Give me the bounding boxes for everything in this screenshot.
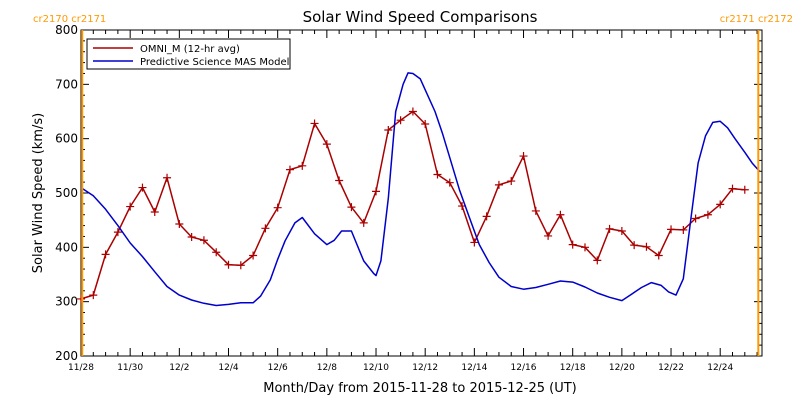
carrington-markers: cr2170 cr2171 cr2171 cr2172 <box>33 14 793 356</box>
data-point-marker <box>126 202 135 211</box>
legend: OMNI_M (12-hr avg) Predictive Science MA… <box>86 38 291 70</box>
x-tick-label: 11/28 <box>68 363 94 373</box>
data-point-marker <box>113 228 122 237</box>
data-point-marker <box>470 238 479 247</box>
series-line-0 <box>80 110 745 300</box>
data-point-marker <box>273 203 282 212</box>
y-tick-label: 300 <box>55 295 78 309</box>
data-point-marker <box>593 256 602 265</box>
data-point-marker <box>408 107 417 116</box>
series-layer <box>77 72 761 307</box>
data-point-marker <box>691 214 700 223</box>
data-point-marker <box>372 187 381 196</box>
data-point-marker <box>212 248 221 257</box>
x-tick-label: 12/12 <box>412 363 438 373</box>
data-point-marker <box>101 250 110 259</box>
data-point-marker <box>654 251 663 260</box>
data-point-marker <box>163 173 172 182</box>
data-point-marker <box>224 260 233 269</box>
series-line-1 <box>80 72 761 307</box>
data-point-marker <box>298 161 307 170</box>
data-point-marker <box>89 291 98 300</box>
data-point-marker <box>261 224 270 233</box>
data-point-marker <box>667 225 676 234</box>
x-axis-label: Month/Day from 2015-11-28 to 2015-12-25 … <box>263 381 576 396</box>
x-tick-label: 11/30 <box>117 363 143 373</box>
data-point-marker <box>544 231 553 240</box>
data-point-marker <box>384 125 393 134</box>
data-point-marker <box>679 225 688 234</box>
data-point-marker <box>556 210 565 219</box>
plot-frame <box>80 29 763 357</box>
data-point-marker <box>580 243 589 252</box>
y-tick-label: 800 <box>55 23 78 37</box>
data-point-marker <box>445 178 454 187</box>
data-point-marker <box>716 200 725 209</box>
data-point-marker <box>150 208 159 217</box>
data-point-marker <box>77 294 85 303</box>
data-point-marker <box>531 206 540 215</box>
data-point-marker <box>642 242 651 251</box>
x-tick-label: 12/8 <box>317 363 337 373</box>
x-tick-label: 12/10 <box>363 363 389 373</box>
x-tick-label: 12/24 <box>707 363 733 373</box>
data-point-marker <box>285 165 294 174</box>
data-point-marker <box>236 261 245 270</box>
data-point-marker <box>728 184 737 193</box>
y-tick-label: 600 <box>55 132 78 146</box>
carrington-label: cr2170 cr2171 <box>33 14 106 25</box>
data-point-marker <box>187 233 196 242</box>
x-tick-label: 12/4 <box>218 363 238 373</box>
data-point-marker <box>433 170 442 179</box>
data-point-marker <box>396 116 405 125</box>
y-axis-label: Solar Wind Speed (km/s) <box>31 113 46 273</box>
data-point-marker <box>199 236 208 245</box>
data-point-marker <box>568 240 577 249</box>
chart-title: Solar Wind Speed Comparisons <box>303 8 538 26</box>
data-point-marker <box>507 177 516 186</box>
x-axis: 11/28 11/30 12/2 12/4 12/6 12/8 12/10 12/12 12/1… <box>68 30 758 373</box>
carrington-label: cr2171 cr2172 <box>720 14 793 25</box>
data-point-marker <box>482 212 491 221</box>
data-point-marker <box>617 227 626 236</box>
x-tick-label: 12/22 <box>658 363 684 373</box>
data-point-marker <box>175 219 184 228</box>
data-point-marker <box>630 241 639 250</box>
legend-box <box>86 38 291 70</box>
x-tick-label: 12/6 <box>268 363 288 373</box>
y-tick-label: 500 <box>55 186 78 200</box>
data-point-marker <box>310 119 319 128</box>
data-point-marker <box>347 203 356 212</box>
data-point-marker <box>494 180 503 189</box>
legend-label-omni: OMNI_M (12-hr avg) <box>140 44 240 55</box>
data-point-marker <box>322 140 331 149</box>
data-point-marker <box>740 185 749 194</box>
y-tick-label: 700 <box>55 77 78 91</box>
data-point-marker <box>138 183 147 192</box>
data-point-marker <box>359 218 368 227</box>
data-point-marker <box>519 152 528 161</box>
x-tick-label: 12/16 <box>511 363 537 373</box>
legend-label-mas: Predictive Science MAS Model <box>140 57 289 68</box>
y-tick-label: 200 <box>55 349 78 363</box>
x-tick-label: 12/14 <box>461 363 487 373</box>
x-tick-label: 12/20 <box>609 363 635 373</box>
data-point-marker <box>335 176 344 185</box>
data-point-marker <box>421 119 430 128</box>
x-tick-label: 12/18 <box>560 363 586 373</box>
y-tick-label: 400 <box>55 240 78 254</box>
data-point-marker <box>605 224 614 233</box>
data-point-marker <box>703 210 712 219</box>
data-point-marker <box>249 251 258 260</box>
x-tick-label: 12/2 <box>169 363 189 373</box>
